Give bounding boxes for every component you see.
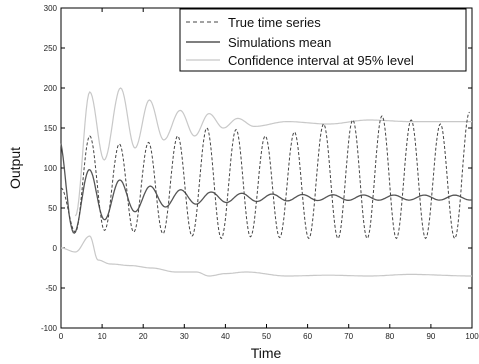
legend: True time series Simulations mean Confid… [179, 8, 467, 72]
y-tick-label: 200 [44, 84, 58, 93]
y-tick-label: 50 [48, 204, 57, 213]
ci-lower-line [60, 235, 472, 277]
series-layer [60, 87, 473, 277]
true-time-series-line [60, 111, 470, 240]
x-tick-label: 40 [221, 332, 230, 341]
ci-upper-line [74, 87, 472, 217]
x-axis-title: Time [251, 345, 282, 361]
x-tick-label: 90 [426, 332, 435, 341]
x-tick-label: 50 [262, 332, 271, 341]
x-tick-label: 30 [180, 332, 189, 341]
x-tick-label: 70 [344, 332, 353, 341]
y-tick-label: 100 [44, 164, 58, 173]
x-tick-label: 100 [465, 332, 479, 341]
y-tick-label: -50 [45, 284, 57, 293]
y-axis-ticks: -100 -50 0 50 100 150 200 250 300 [41, 4, 472, 333]
y-tick-label: 0 [53, 244, 58, 253]
y-tick-label: 300 [44, 4, 58, 13]
y-axis-title: Output [7, 147, 23, 189]
legend-label-true-series: True time series [228, 15, 321, 30]
x-tick-label: 10 [98, 332, 107, 341]
y-tick-label: -100 [41, 324, 58, 333]
legend-label-confidence-interval: Confidence interval at 95% level [228, 53, 414, 68]
x-tick-label: 60 [303, 332, 312, 341]
y-tick-label: 150 [44, 124, 58, 133]
x-tick-label: 0 [59, 332, 64, 341]
x-tick-label: 20 [139, 332, 148, 341]
simulations-mean-line [60, 143, 473, 234]
legend-box [179, 8, 467, 72]
legend-label-simulations-mean: Simulations mean [228, 35, 331, 50]
y-tick-label: 250 [44, 44, 58, 53]
x-tick-label: 80 [385, 332, 394, 341]
